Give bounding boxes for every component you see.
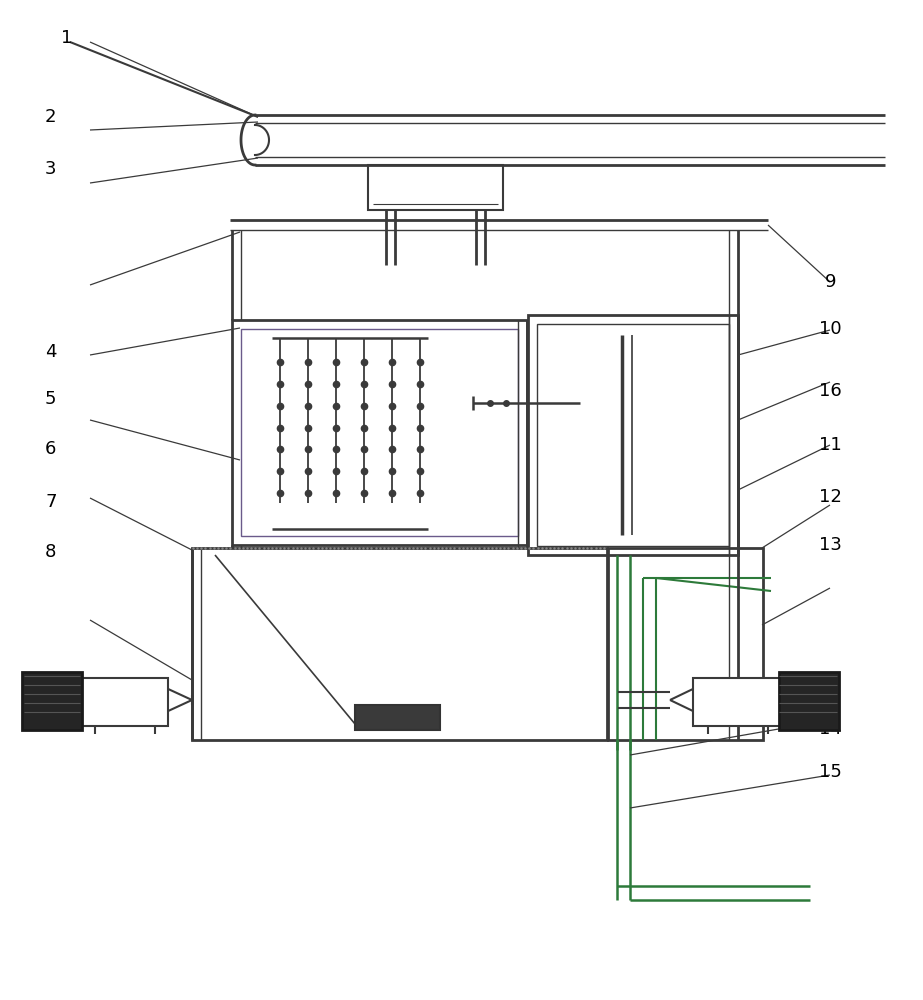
Bar — [779, 672, 839, 730]
Text: 8: 8 — [45, 543, 56, 561]
Bar — [80, 678, 168, 726]
Text: 14: 14 — [820, 720, 842, 738]
Bar — [241, 329, 518, 536]
Bar — [192, 548, 607, 740]
Text: 9: 9 — [825, 273, 836, 291]
Bar — [528, 315, 738, 555]
Text: 6: 6 — [45, 440, 56, 458]
Text: 11: 11 — [820, 436, 842, 454]
Bar — [355, 705, 440, 730]
Bar — [22, 672, 82, 730]
Text: 12: 12 — [820, 488, 842, 506]
Bar — [232, 320, 527, 545]
Bar — [608, 548, 763, 740]
Text: 13: 13 — [820, 536, 842, 554]
Text: 4: 4 — [45, 343, 56, 361]
Text: 1: 1 — [61, 29, 72, 47]
Text: 2: 2 — [45, 108, 56, 126]
Text: 5: 5 — [45, 390, 56, 408]
Text: 15: 15 — [820, 763, 842, 781]
Text: 7: 7 — [45, 493, 56, 511]
Bar — [693, 678, 781, 726]
Text: 10: 10 — [820, 320, 842, 338]
Bar — [368, 165, 503, 210]
Text: 16: 16 — [820, 382, 842, 400]
Bar — [537, 324, 729, 546]
Text: 3: 3 — [45, 160, 56, 178]
